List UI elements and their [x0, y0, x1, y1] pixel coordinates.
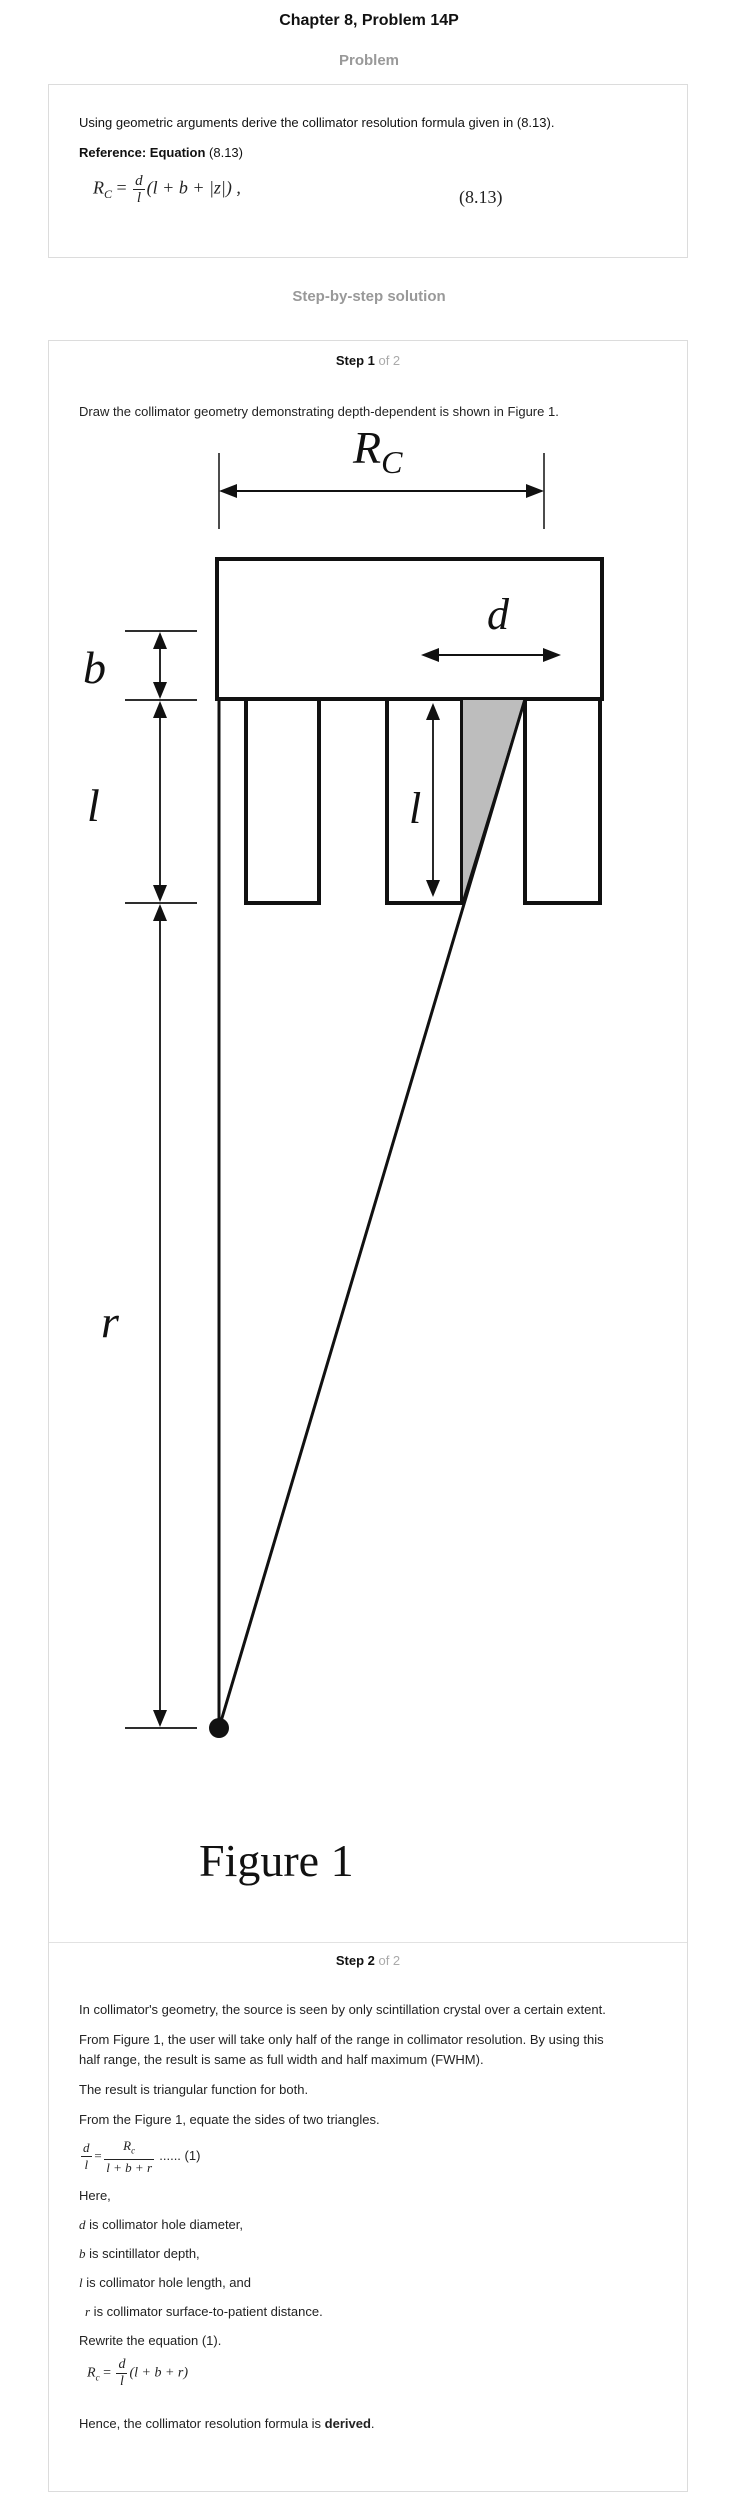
problem-card: Using geometric arguments derive the col… — [48, 84, 688, 258]
step-2-rewrite: Rewrite the equation (1). — [79, 2333, 222, 2348]
septum-1 — [244, 697, 321, 905]
definition-b: b is scintillator depth, — [79, 2246, 200, 2261]
diagonal-ray — [217, 698, 527, 1729]
inner-l-arrow-bottom — [426, 880, 440, 897]
step-2-here: Here, — [79, 2188, 111, 2203]
rc-arrow-left — [219, 484, 237, 498]
reference-rest: (8.13) — [205, 145, 243, 160]
equation-1: d l = Rc l + b + r ...... (1) — [81, 2138, 201, 2175]
inner-l-arrow-top — [426, 703, 440, 720]
problem-statement: Using geometric arguments derive the col… — [79, 115, 555, 130]
problem-reference: Reference: Equation (8.13) — [79, 145, 243, 160]
inner-l-label: l — [409, 784, 421, 833]
definition-r: r is collimator surface-to-patient dista… — [85, 2304, 323, 2319]
b-label: b — [83, 642, 106, 693]
problem-section-label: Problem — [338, 52, 399, 69]
definition-d: d is collimator hole diameter, — [79, 2217, 244, 2232]
l-arrow-top — [153, 701, 167, 718]
d-arrow-right — [543, 648, 561, 662]
b-arrow-bottom — [153, 682, 167, 699]
rc-arrow-right — [526, 484, 544, 498]
r-label: r — [101, 1296, 120, 1347]
step-2-header: Step 2 of 2 — [335, 1953, 401, 1968]
step-2-p1: In collimator's geometry, the source is … — [79, 2002, 606, 2017]
step-2-conclusion: Hence, the collimator resolution formula… — [79, 2416, 375, 2431]
step-2-p2b: half range, the result is same as full w… — [79, 2052, 484, 2067]
reference-bold: Reference: Equation — [79, 145, 206, 160]
b-arrow-top — [153, 632, 167, 649]
r-arrow-top — [153, 904, 167, 921]
equation-8-13: RC = d l (l + b + |z|) , — [93, 173, 241, 206]
septum-2 — [385, 697, 464, 905]
d-label: d — [487, 590, 510, 639]
step-1-text: Draw the collimator geometry demonstrati… — [79, 404, 559, 419]
d-arrow-left — [421, 648, 439, 662]
definition-l: l is collimator hole length, and — [79, 2275, 251, 2290]
solution-card: Step 1 of 2 Draw the collimator geometry… — [48, 340, 688, 2492]
step-2-p2a: From Figure 1, the user will take only h… — [79, 2032, 604, 2047]
l-arrow-bottom — [153, 885, 167, 902]
step-2-p4: From the Figure 1, equate the sides of t… — [79, 2112, 380, 2127]
septum-3 — [523, 697, 602, 905]
figure-caption: Figure 1 — [199, 1835, 354, 1886]
l-label: l — [87, 780, 100, 831]
source-point — [209, 1718, 229, 1738]
equation-number: (8.13) — [459, 187, 503, 207]
scintillator-block — [215, 557, 604, 701]
page-title: Chapter 8, Problem 14P — [279, 12, 459, 29]
solution-section-label: Step-by-step solution — [292, 288, 446, 305]
equation-2: Rc = d l (l + b + r) — [87, 2357, 189, 2389]
step-1-header: Step 1 of 2 — [335, 353, 401, 368]
rc-label: RC — [352, 422, 403, 480]
step-divider — [49, 1942, 687, 1943]
step-2-p3: The result is triangular function for bo… — [79, 2082, 309, 2097]
r-arrow-bottom — [153, 1710, 167, 1727]
collimator-figure: RC d b l l r Figure 1 — [83, 422, 604, 1886]
